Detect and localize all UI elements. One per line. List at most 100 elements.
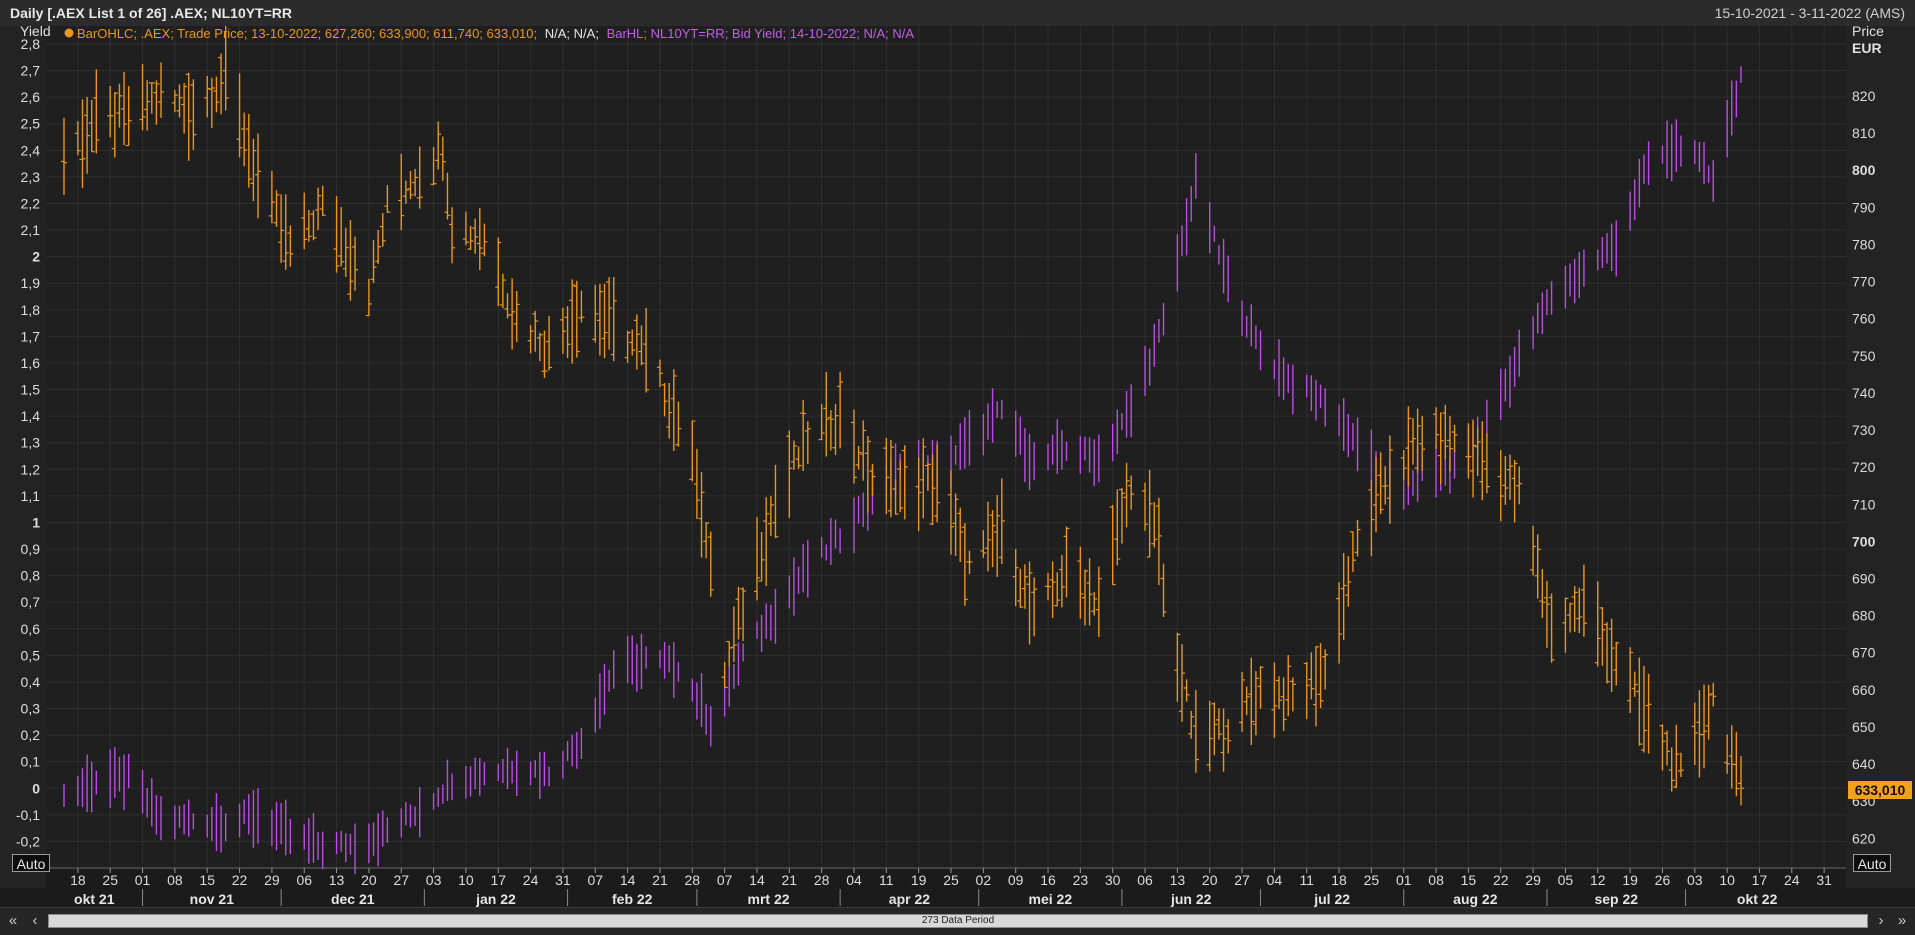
aex-bar bbox=[74, 121, 81, 156]
scroll-right-icon[interactable]: › bbox=[1878, 912, 1884, 929]
left-axis: 2,8 2,7 2,6 2,5 2,4 2,3 2,2 2,1 2 1,9 1,8 1,7 1,6 1,5… bbox=[16, 36, 40, 849]
aex-bar bbox=[111, 92, 118, 158]
aex-bar bbox=[352, 236, 359, 291]
aex-bar bbox=[1414, 408, 1421, 473]
x-tick-label: 25 bbox=[1364, 872, 1380, 888]
right-tick-label: 670 bbox=[1852, 645, 1876, 661]
x-tick-label: 28 bbox=[814, 872, 830, 888]
x-tick-label: 12 bbox=[1590, 872, 1606, 888]
right-tick-label: 810 bbox=[1852, 125, 1876, 141]
aex-bar bbox=[804, 421, 811, 464]
aex-bar bbox=[1400, 450, 1407, 481]
aex-bar bbox=[1576, 587, 1583, 634]
aex-bar bbox=[638, 325, 645, 366]
x-tick-label: 24 bbox=[523, 872, 539, 888]
aex-bar bbox=[656, 359, 663, 388]
scroll-left-icon[interactable]: ‹ bbox=[32, 912, 38, 929]
aex-bar bbox=[84, 96, 91, 174]
right-tick-label: 790 bbox=[1852, 199, 1876, 215]
x-tick-label: 24 bbox=[1784, 872, 1800, 888]
right-tick-label: 640 bbox=[1852, 756, 1876, 772]
x-tick-label: 31 bbox=[1816, 872, 1832, 888]
x-tick-label: 05 bbox=[1558, 872, 1574, 888]
x-tick-label: 06 bbox=[1137, 872, 1153, 888]
aex-bar bbox=[1128, 475, 1135, 510]
x-tick-label: 16 bbox=[1040, 872, 1056, 888]
aex-bar bbox=[278, 194, 285, 263]
left-auto-button[interactable]: Auto bbox=[12, 854, 50, 872]
x-tick-label: 04 bbox=[1267, 872, 1283, 888]
aex-bar bbox=[1354, 520, 1361, 557]
right-auto-button[interactable]: Auto bbox=[1853, 854, 1891, 872]
right-tick-label: 770 bbox=[1852, 274, 1876, 290]
right-tick-label: 620 bbox=[1852, 830, 1876, 846]
month-label: apr 22 bbox=[889, 891, 930, 907]
x-tick-label: 10 bbox=[458, 872, 474, 888]
aex-bar bbox=[1386, 435, 1393, 524]
aex-bar bbox=[1114, 489, 1121, 566]
aex-bar bbox=[772, 464, 779, 539]
aex-bar bbox=[726, 640, 733, 666]
scroll-track[interactable]: 273 Data Period bbox=[48, 914, 1868, 928]
aex-bar bbox=[449, 207, 456, 264]
aex-bar bbox=[1437, 412, 1444, 484]
aex-bar bbox=[1123, 462, 1130, 528]
aex-bar bbox=[158, 62, 165, 118]
aex-bar bbox=[79, 99, 86, 189]
legend-yield: BarHL; NL10YT=RR; Bid Yield; 14-10-2022;… bbox=[607, 26, 915, 41]
aex-bar bbox=[495, 237, 502, 307]
aex-bar bbox=[481, 223, 488, 257]
aex-bar bbox=[887, 439, 894, 518]
chart[interactable]: 2,8 2,7 2,6 2,5 2,4 2,3 2,2 2,1 2 1,9 1,8 1,7 1,6 1,5… bbox=[0, 26, 1915, 907]
x-tick-label: 18 bbox=[70, 872, 86, 888]
aex-bar bbox=[1724, 734, 1731, 774]
legend-aex: BarOHLC; .AEX; Trade Price; 13-10-2022; … bbox=[77, 26, 537, 41]
aex-bar bbox=[1631, 671, 1638, 697]
left-tick-label: 1,1 bbox=[21, 488, 41, 504]
aex-bar bbox=[365, 278, 372, 317]
aex-bar bbox=[444, 172, 451, 220]
aex-bar bbox=[273, 190, 280, 227]
aex-bar bbox=[1373, 456, 1380, 533]
aex-bar bbox=[398, 153, 405, 231]
aex-bar bbox=[924, 462, 931, 491]
aex-bar bbox=[1345, 556, 1352, 607]
x-tick-label: 27 bbox=[393, 872, 409, 888]
right-tick-label: 730 bbox=[1852, 422, 1876, 438]
aex-bar bbox=[338, 207, 345, 267]
fast-forward-icon[interactable]: » bbox=[1897, 912, 1907, 929]
aex-bar bbox=[536, 332, 543, 362]
left-tick-label: 1,6 bbox=[21, 355, 41, 371]
aex-bar bbox=[1567, 602, 1574, 633]
x-tick-label: 23 bbox=[1073, 872, 1089, 888]
x-tick-label: 27 bbox=[1234, 872, 1250, 888]
aex-bar bbox=[767, 495, 774, 536]
aex-bar bbox=[966, 550, 973, 575]
aex-bar bbox=[1502, 456, 1509, 505]
aex-bar bbox=[1405, 406, 1412, 487]
aex-bar bbox=[1220, 708, 1227, 772]
left-tick-label: 0,6 bbox=[21, 621, 41, 637]
aex-bar bbox=[1012, 548, 1019, 607]
aex-bar bbox=[1474, 427, 1481, 477]
aex-bar bbox=[661, 383, 668, 417]
aex-bar bbox=[1516, 466, 1523, 505]
aex-bar bbox=[980, 530, 987, 558]
aex-bar bbox=[855, 445, 862, 470]
aex-bar bbox=[633, 314, 640, 370]
aex-bar bbox=[1479, 421, 1486, 501]
x-tick-label: 30 bbox=[1105, 872, 1121, 888]
aex-bar bbox=[624, 330, 631, 363]
x-tick-label: 07 bbox=[717, 872, 733, 888]
left-tick-label: 1 bbox=[32, 514, 40, 530]
x-tick-label: 14 bbox=[620, 872, 636, 888]
x-tick-label: 11 bbox=[1299, 872, 1314, 888]
aex-bar bbox=[569, 279, 576, 364]
month-label: mrt 22 bbox=[748, 891, 790, 907]
aex-bar bbox=[1580, 564, 1587, 637]
rewind-icon[interactable]: « bbox=[8, 912, 18, 929]
x-tick-label: 07 bbox=[587, 872, 603, 888]
month-label: jan 22 bbox=[475, 891, 516, 907]
month-label: dec 21 bbox=[331, 891, 375, 907]
legend-clock-icon[interactable] bbox=[63, 27, 75, 39]
